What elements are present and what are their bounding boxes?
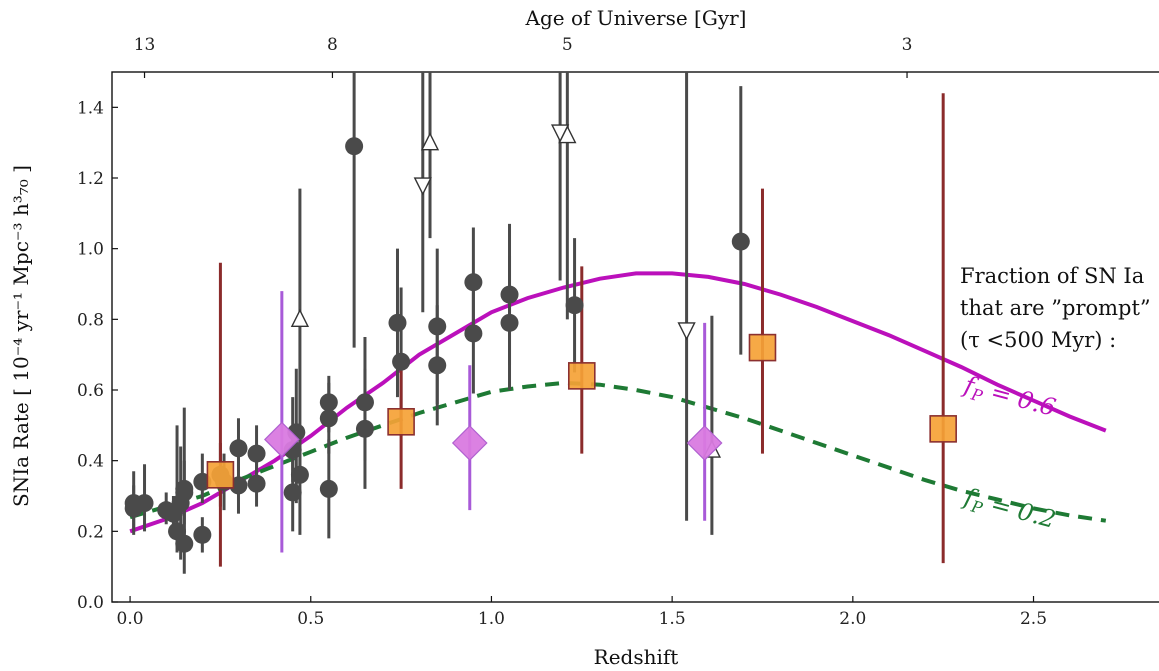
data-point-lower-limit xyxy=(677,322,696,341)
y-tick-label: 1.2 xyxy=(77,169,104,189)
x-axis-title: Redshift xyxy=(594,645,679,669)
x-tick-label: 2.5 xyxy=(1020,609,1047,629)
top-tick-label: 3 xyxy=(902,35,913,55)
data-point-square xyxy=(387,407,415,436)
x-tick-label: 0.5 xyxy=(297,609,324,629)
data-point-circle xyxy=(500,285,519,304)
data-point-circle xyxy=(175,479,194,498)
data-point-diamond xyxy=(686,425,723,461)
data-point-circle xyxy=(345,137,364,156)
axis-labels: 0.0 0.5 1.0 1.5 2.0 2.5 0.0 0.2 0.4 0.6 0.8 1.0 1.2 1… xyxy=(77,35,1047,629)
data-point-circle xyxy=(500,313,519,332)
data-point-circle xyxy=(193,525,212,544)
plot-area xyxy=(111,71,1159,603)
data-point-circle xyxy=(175,534,194,553)
data-point-circle xyxy=(731,232,750,251)
data-point-circle xyxy=(319,393,338,412)
data-point-circle xyxy=(464,273,483,292)
data-point-upper-limit xyxy=(420,132,440,151)
data-point-circle xyxy=(283,483,302,502)
data-point-circle xyxy=(464,324,483,343)
y-tick-label: 1.0 xyxy=(77,240,104,260)
x-tick-label: 1.0 xyxy=(478,609,505,629)
data-point-circle xyxy=(135,494,154,513)
data-point-upper-limit xyxy=(290,308,310,328)
x-tick-label: 0.0 xyxy=(117,609,144,629)
y-tick-label: 0.8 xyxy=(77,310,104,330)
prompt-fraction-annotation: Fraction of SN Ia that are ”prompt” (τ <… xyxy=(960,264,1151,352)
axis-ticks xyxy=(112,72,1035,603)
annotation-line-2: that are ”prompt” xyxy=(960,296,1151,320)
data-point-diamond xyxy=(451,425,488,461)
data-point-circle xyxy=(319,479,338,498)
data-point-circle xyxy=(388,313,407,332)
data-point-square xyxy=(929,415,957,443)
curve-label-subscript: P xyxy=(968,496,985,517)
x-tick-label: 1.5 xyxy=(659,609,686,629)
data-point-square xyxy=(567,362,596,390)
data-point-circle xyxy=(229,439,248,458)
data-point-circle xyxy=(247,474,266,493)
annotation-line-1: Fraction of SN Ia xyxy=(960,264,1144,288)
data-point-circle xyxy=(565,296,584,315)
curve-label-subscript: P xyxy=(968,384,985,405)
y-tick-label: 0.6 xyxy=(77,381,104,401)
data-point-lower-limit xyxy=(413,177,432,196)
y-tick-label: 0.4 xyxy=(77,452,104,472)
y-tick-label: 0.0 xyxy=(77,593,104,613)
data-markers xyxy=(124,124,957,553)
y-tick-label: 1.4 xyxy=(77,98,104,118)
data-point-circle xyxy=(355,419,374,438)
top-tick-label: 8 xyxy=(327,35,338,55)
data-point-circle xyxy=(428,317,447,336)
data-point-square xyxy=(206,460,235,489)
data-point-circle xyxy=(392,352,411,371)
data-point-lower-limit xyxy=(550,124,570,143)
top-tick-label: 13 xyxy=(134,35,156,55)
data-point-circle xyxy=(428,356,447,375)
annotation-line-3: (τ <500 Myr) : xyxy=(960,328,1116,352)
data-point-circle xyxy=(247,444,266,463)
data-point-circle xyxy=(355,393,374,412)
data-point-circle xyxy=(319,409,338,428)
x-tick-label: 2.0 xyxy=(839,609,866,629)
top-axis-title: Age of Universe [Gyr] xyxy=(525,6,747,30)
data-point-square xyxy=(748,333,777,362)
data-point-diamond xyxy=(263,421,300,458)
y-tick-label: 0.2 xyxy=(77,522,104,542)
top-tick-label: 5 xyxy=(562,35,573,55)
y-axis-title: SNIa Rate [ 10⁻⁴ yr⁻¹ Mpc⁻³ h³₇₀ ] xyxy=(9,165,33,507)
data-point-circle xyxy=(290,465,309,484)
